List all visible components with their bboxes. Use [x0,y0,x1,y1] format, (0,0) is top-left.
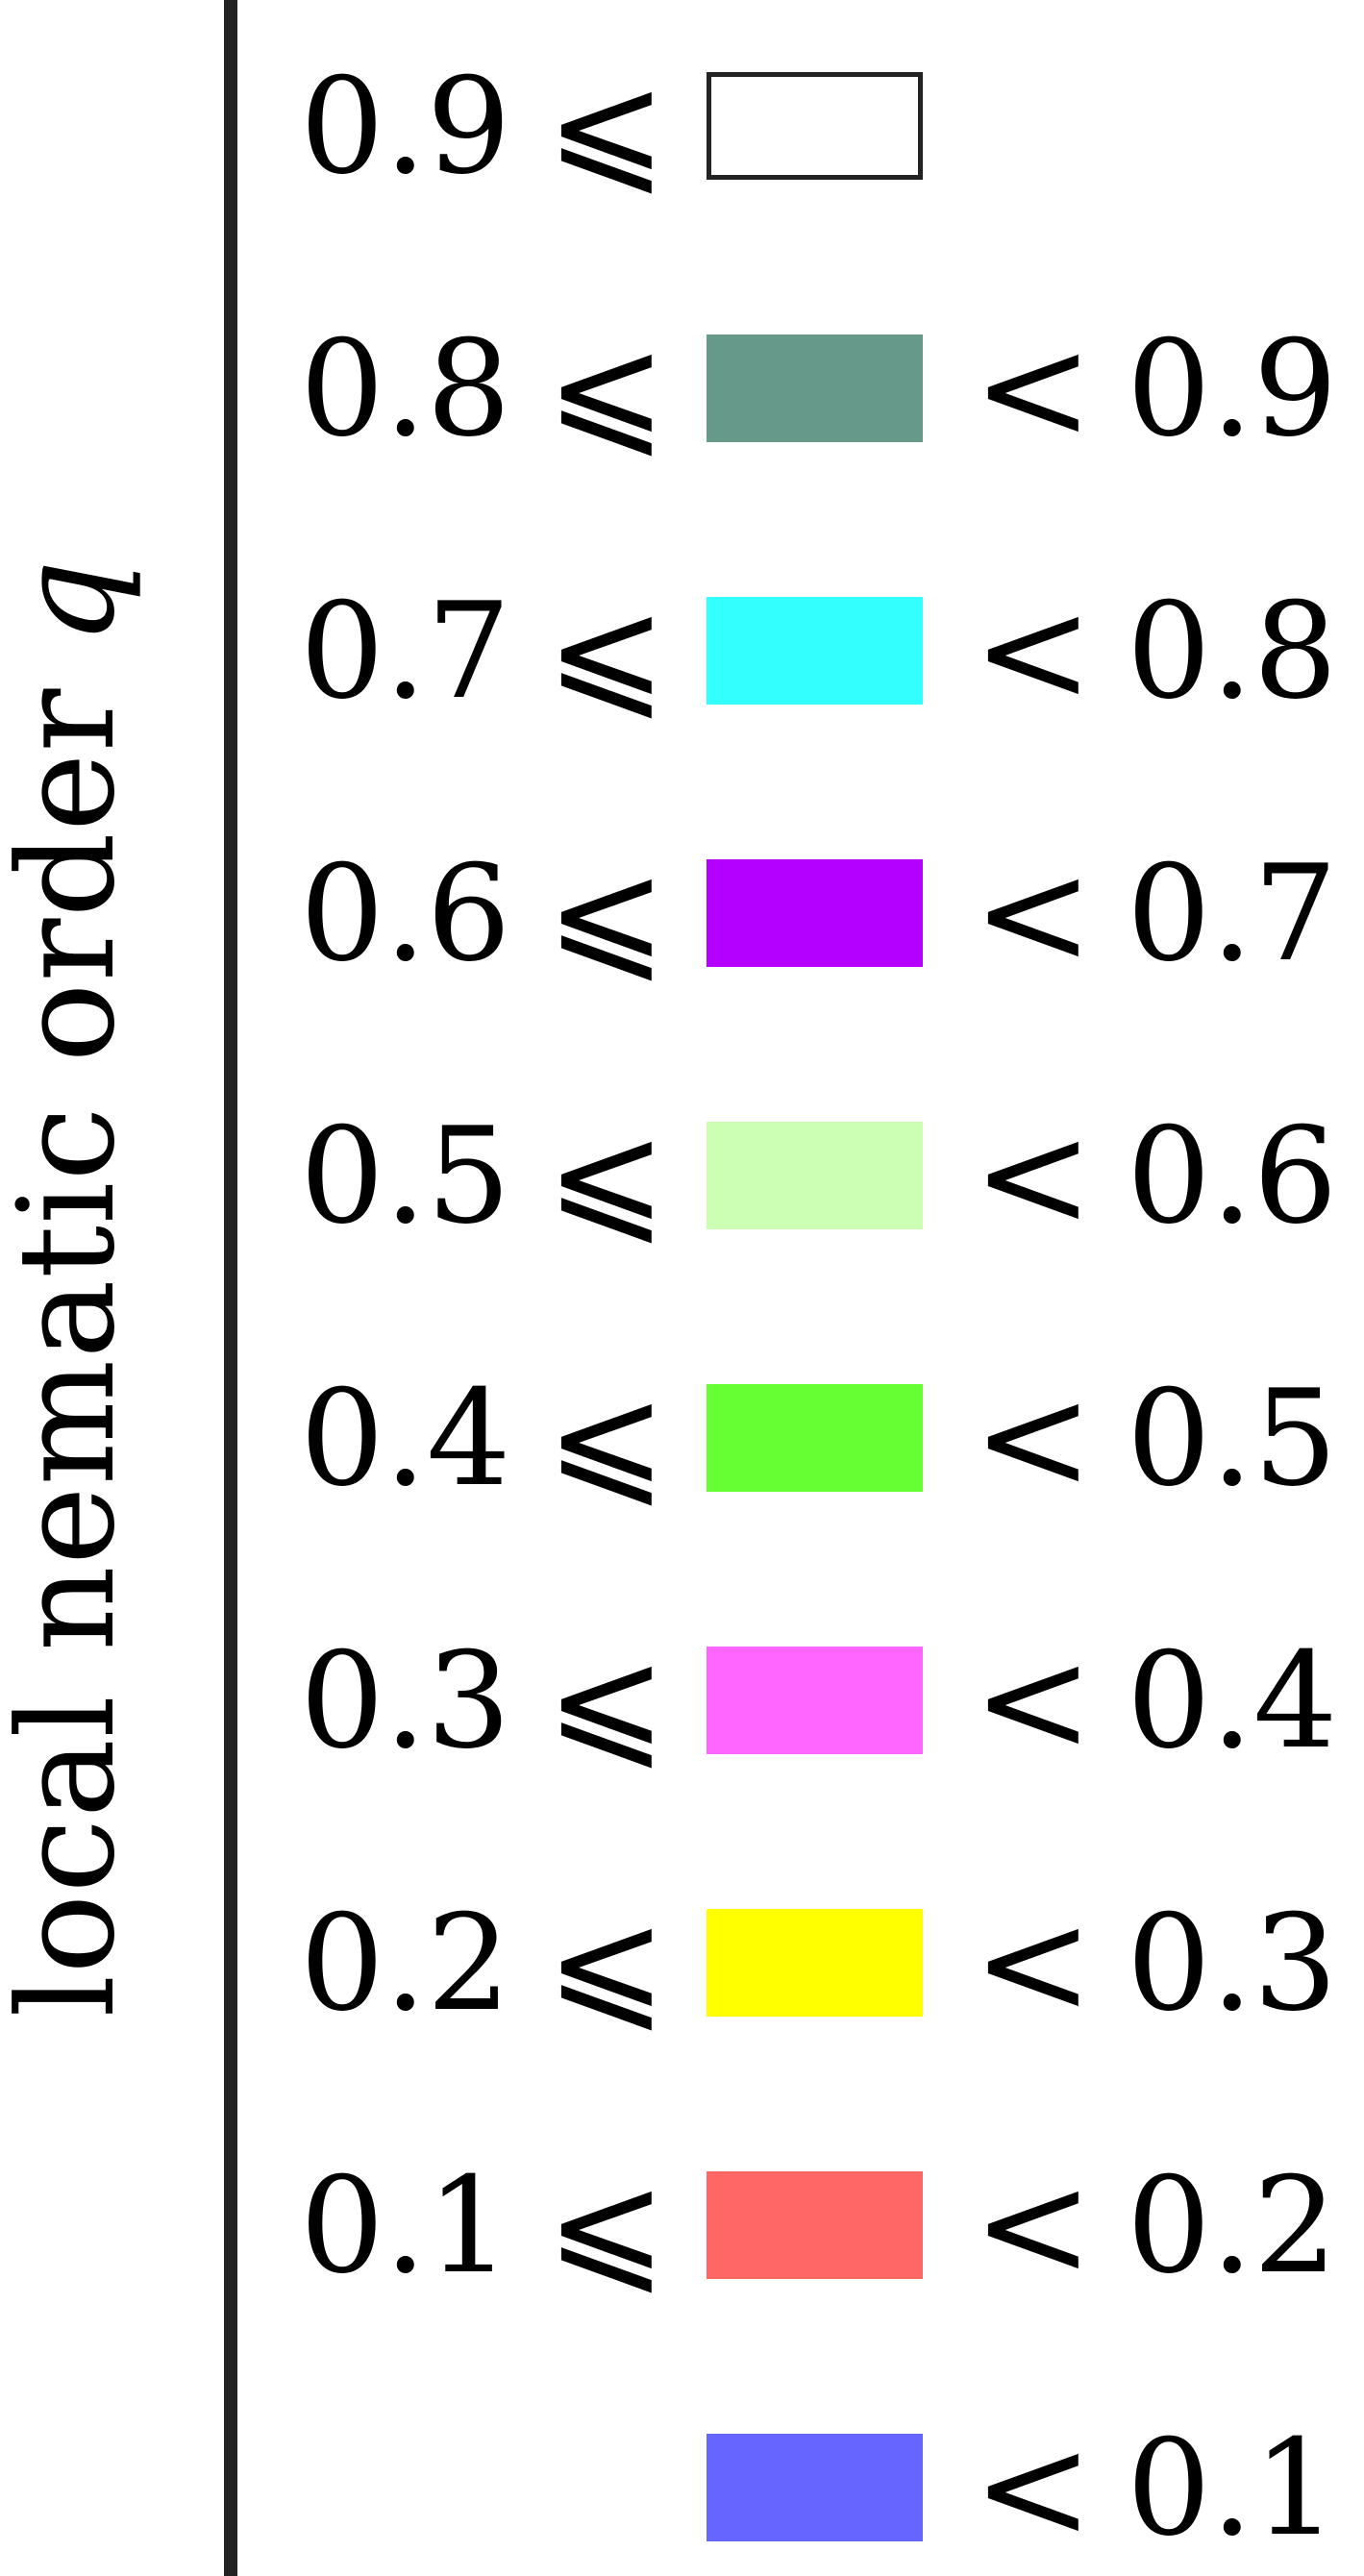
legend-item-upper-bound: 0.6 [1127,1099,1338,1253]
legend-item-lower-bound: 0.5 [300,1099,511,1253]
legend-item-lower-bound: 0.7 [300,574,511,729]
less-than-symbol: < [973,1618,1094,1785]
legend-color-swatch [707,1909,923,2017]
less-than-symbol: < [973,306,1094,473]
legend-item: 0.9 ⩽ [0,43,1364,211]
legend-item-upper-bound: 0.3 [1127,1886,1338,2041]
less-or-equal-symbol: ⩽ [546,43,667,211]
legend-color-swatch [707,72,923,180]
legend-color-swatch [707,2434,923,2541]
less-or-equal-symbol: ⩽ [546,1355,667,1523]
legend-item: 0.3 ⩽ <0.4 [0,1618,1364,1785]
less-than-symbol: < [973,1093,1094,1260]
legend-color-swatch [707,1647,923,1754]
less-than-symbol: < [973,1880,1094,2047]
less-than-symbol: < [973,2405,1094,2572]
less-or-equal-symbol: ⩽ [546,568,667,735]
legend-item-lower-bound: 0.9 [300,49,511,204]
legend-divider [224,0,237,2576]
legend-item-upper-bound: 0.2 [1127,2148,1338,2303]
legend-item-lower-bound: 0.2 [300,1886,511,2041]
legend-item: 0.4 ⩽ <0.5 [0,1355,1364,1523]
legend-item-upper-bound: 0.8 [1127,574,1338,729]
legend-item-lower-bound: 0.4 [300,1361,511,1516]
legend-color-swatch [707,597,923,705]
legend-item-lower-bound: 0.3 [300,1623,511,1778]
legend-item-upper-bound: 0.7 [1127,836,1338,991]
legend-item-lower-bound: 0.6 [300,836,511,991]
legend-item: 0.5 ⩽ <0.6 [0,1093,1364,1260]
legend-color-swatch [707,1384,923,1492]
less-than-symbol: < [973,2143,1094,2310]
legend-item-upper-bound: 0.4 [1127,1623,1338,1778]
legend-item: <0.1 [0,2405,1364,2572]
less-or-equal-symbol: ⩽ [546,2143,667,2310]
legend-item: 0.7 ⩽ <0.8 [0,568,1364,735]
legend-item: 0.6 ⩽ <0.7 [0,830,1364,998]
legend-item-lower-bound: 0.8 [300,311,511,466]
legend-item-lower-bound: 0.1 [300,2148,511,2303]
less-or-equal-symbol: ⩽ [546,1618,667,1785]
legend-item-upper-bound: 0.9 [1127,311,1338,466]
less-than-symbol: < [973,1355,1094,1523]
legend-color-swatch [707,859,923,967]
legend-item-upper-bound: 0.5 [1127,1361,1338,1516]
legend-item-upper-bound: 0.1 [1127,2411,1338,2565]
less-or-equal-symbol: ⩽ [546,1880,667,2047]
legend-item: 0.2 ⩽ <0.3 [0,1880,1364,2047]
less-than-symbol: < [973,830,1094,998]
less-than-symbol: < [973,568,1094,735]
legend-color-swatch [707,334,923,442]
less-or-equal-symbol: ⩽ [546,306,667,473]
legend-item: 0.8 ⩽ <0.9 [0,306,1364,473]
less-or-equal-symbol: ⩽ [546,830,667,998]
legend-color-swatch [707,2171,923,2279]
less-or-equal-symbol: ⩽ [546,1093,667,1260]
legend-title: local nematic order q [0,558,144,2017]
legend-color-swatch [707,1122,923,1229]
legend-item: 0.1 ⩽ <0.2 [0,2143,1364,2310]
